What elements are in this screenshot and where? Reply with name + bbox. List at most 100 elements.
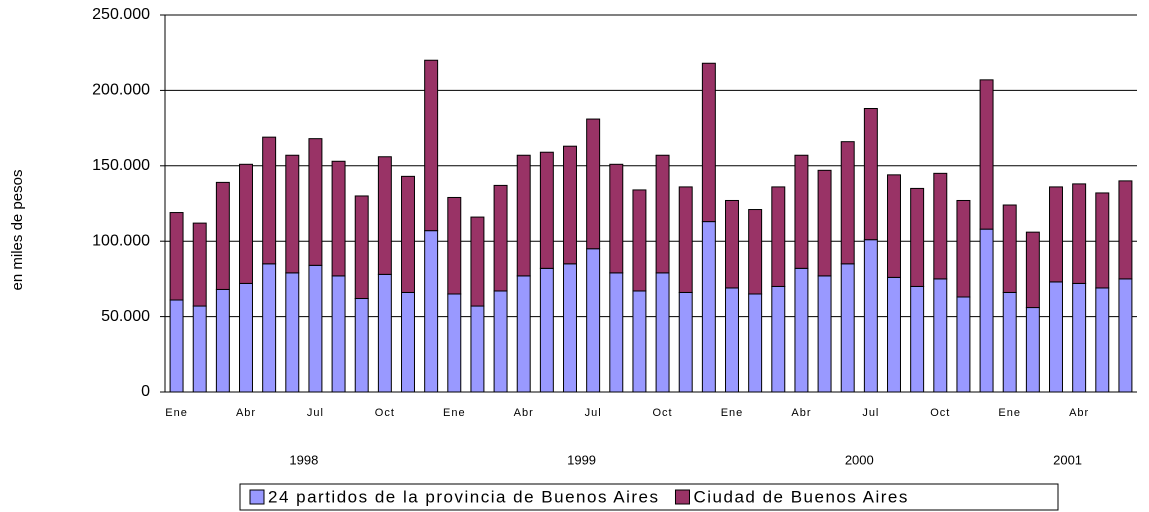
bar-segment [632, 290, 647, 393]
bar-segment [192, 222, 207, 307]
bar-segment [424, 59, 439, 232]
bar-segment [563, 263, 577, 393]
bar-segment [863, 107, 878, 241]
y-tick-label: 200.000 [92, 82, 150, 99]
bar-segment [493, 184, 508, 292]
bar-segment [516, 154, 531, 277]
bar-segment [308, 264, 323, 393]
bar-segment [563, 145, 577, 265]
bar-segment [586, 248, 601, 393]
bar-segment [979, 79, 994, 230]
bar-segment [239, 163, 253, 284]
bar-segment [470, 305, 485, 393]
bar-segment [771, 285, 786, 393]
bar-segment [1118, 180, 1133, 280]
legend-swatch [249, 489, 265, 505]
year-label: 2001 [1053, 452, 1082, 467]
bar-segment [1025, 231, 1040, 309]
bar-segment [239, 282, 253, 393]
bar-segment [424, 230, 439, 393]
bar-segment [1049, 186, 1063, 283]
bar-segment [933, 172, 948, 280]
bar-segment [516, 275, 531, 393]
x-tick-label: Ene [721, 407, 744, 419]
bar-segment [701, 221, 716, 393]
bar-segment [1095, 192, 1110, 289]
bar-segment [1002, 291, 1017, 393]
bar-segment [655, 272, 670, 393]
bar-segment [1049, 281, 1063, 393]
year-label: 1999 [567, 452, 596, 467]
bar-segment [285, 154, 300, 274]
bar-segment [910, 187, 925, 287]
x-tick-label: Ene [998, 407, 1021, 419]
bar-segment [493, 290, 508, 393]
bar-segment [169, 299, 184, 393]
bar-segment [308, 138, 323, 266]
bar-segment [725, 199, 739, 289]
bar-segment [748, 209, 763, 295]
bar-segment [354, 195, 369, 300]
bar-segment [331, 275, 346, 393]
bar-segment [887, 174, 901, 278]
x-tick-label: Oct [930, 407, 950, 419]
y-tick-label: 150.000 [92, 157, 150, 174]
bar-segment [401, 291, 415, 393]
bar-segment [1095, 287, 1110, 393]
y-axis-label: en miles de pesos [9, 170, 26, 291]
bar-segment [840, 263, 855, 393]
bar-segment [748, 293, 763, 393]
bar-segment [655, 154, 670, 274]
bar-segment [377, 273, 392, 393]
bar-segment [262, 136, 277, 265]
bar-segment [354, 298, 369, 393]
bar-segment [840, 141, 855, 265]
x-tick-label: Ene [165, 407, 188, 419]
bar-segment [678, 186, 693, 293]
legend-box [239, 483, 1059, 511]
x-tick-label: Oct [375, 407, 395, 419]
bar-segment [331, 160, 346, 277]
bar-segment [215, 288, 230, 393]
x-tick-label: Abr [791, 407, 811, 419]
bar-segment [1025, 307, 1040, 393]
bar-segment [794, 154, 809, 269]
bar-segment [979, 228, 994, 393]
x-tick-label: Abr [1069, 407, 1089, 419]
y-tick-label: 0 [141, 383, 150, 400]
y-tick-label: 50.000 [101, 308, 150, 325]
x-tick-label: Abr [514, 407, 534, 419]
year-label: 2000 [845, 452, 874, 467]
x-tick-label: Abr [236, 407, 256, 419]
bar-segment [771, 186, 786, 287]
bar-segment [1072, 183, 1087, 284]
bar-segment [933, 278, 948, 393]
legend-label: 24 partidos de la provincia de Buenos Ai… [268, 487, 659, 506]
x-tick-label: Ene [443, 407, 466, 419]
bar-segment [586, 118, 601, 250]
bar-segment [609, 272, 624, 393]
bar-segment [539, 267, 554, 393]
x-tick-label: Jul [862, 407, 879, 419]
bar-segment [956, 296, 971, 393]
bar-segment [262, 263, 277, 393]
bar-segment [794, 267, 809, 393]
bar-segment [377, 156, 392, 275]
bar-segment [887, 276, 901, 393]
x-tick-label: Oct [653, 407, 673, 419]
bar-segment [817, 275, 832, 393]
y-tick-label: 100.000 [92, 232, 150, 249]
bar-segment [192, 305, 207, 393]
bar-segment [956, 199, 971, 298]
bar-segment [701, 62, 716, 223]
bar-segment [401, 175, 415, 293]
bar-segment [725, 287, 739, 393]
x-tick-label: Jul [585, 407, 602, 419]
bar-segment [910, 285, 925, 393]
x-tick-label: Jul [307, 407, 324, 419]
bar-segment [447, 196, 462, 295]
bar-segment [169, 212, 184, 301]
bar-segment [817, 169, 832, 277]
y-tick-label: 250.000 [92, 6, 150, 23]
